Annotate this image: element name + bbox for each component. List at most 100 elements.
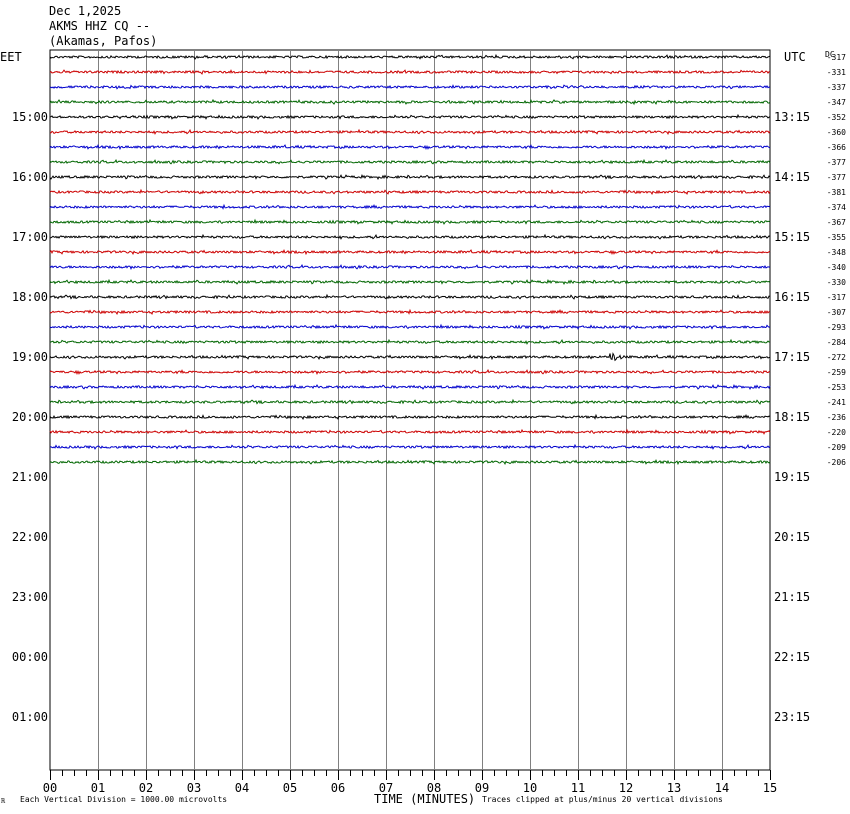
utc-hour-label: 15:15 — [774, 230, 810, 244]
utc-hour-label: 14:15 — [774, 170, 810, 184]
eet-hour-label: 17:00 — [12, 230, 48, 244]
trace-line — [49, 113, 771, 120]
dc-column-label: DC — [825, 50, 835, 59]
utc-hour-label: 20:15 — [774, 530, 810, 544]
station-location: (Akamas, Pafos) — [49, 34, 158, 48]
dc-offset-label: -377 — [827, 173, 846, 182]
dc-offset-label: -293 — [827, 323, 846, 332]
trace-line — [49, 173, 771, 180]
utc-hour-label: 22:15 — [774, 650, 810, 664]
x-tick-label: 01 — [91, 781, 105, 795]
x-tick-label: 07 — [379, 781, 393, 795]
trace-line — [49, 428, 771, 435]
eet-hour-label: 01:00 — [12, 710, 48, 724]
eet-hour-label: 22:00 — [12, 530, 48, 544]
eet-hour-label: 20:00 — [12, 410, 48, 424]
dc-offset-label: -347 — [827, 98, 846, 107]
x-axis: 00 01 02 03 04 05 06 07 08 09 10 11 12 13 14 15 — [43, 770, 777, 795]
utc-hour-label: 13:15 — [774, 110, 810, 124]
dc-offset-label: -352 — [827, 113, 846, 122]
trace-line — [49, 98, 771, 106]
dc-offset-label: -259 — [827, 368, 846, 377]
utc-hour-label: 19:15 — [774, 470, 810, 484]
dc-offset-label: -206 — [827, 458, 846, 467]
trace-line — [49, 53, 771, 60]
dc-offset-label: -330 — [827, 278, 846, 287]
dc-offset-label: -220 — [827, 428, 846, 437]
utc-hour-labels: 13:15 14:15 15:15 16:15 17:15 18:15 19:15 20:15… — [774, 110, 810, 724]
station-code: AKMS HHZ CQ -- — [49, 19, 151, 33]
trace-line — [49, 338, 771, 345]
trace-line — [49, 203, 771, 210]
chart-date: Dec 1,2025 — [49, 4, 122, 18]
clip-note: Traces clipped at plus/minus 20 vertical… — [482, 795, 723, 804]
dc-offset-label: -348 — [827, 248, 846, 257]
x-tick-label: 08 — [427, 781, 441, 795]
x-tick-label: 06 — [331, 781, 345, 795]
x-tick-label: 05 — [283, 781, 297, 795]
trace-line — [49, 293, 771, 300]
trace-line — [49, 158, 771, 165]
left-timezone-label: EET — [0, 50, 22, 64]
dc-offset-label: -355 — [827, 233, 846, 242]
x-tick-label: 04 — [235, 781, 249, 795]
trace-line — [49, 383, 771, 390]
dc-offset-label: -253 — [827, 383, 846, 392]
trace-line — [49, 443, 771, 450]
trace-line — [49, 368, 771, 376]
eet-hour-label: 00:00 — [12, 650, 48, 664]
utc-hour-label: 18:15 — [774, 410, 810, 424]
dc-offset-label: -381 — [827, 188, 846, 197]
trace-line — [49, 263, 771, 270]
dc-offset-labels: -317 -331 -337 -347 -352 -360 -366 -377 -377 -381… — [827, 53, 846, 467]
vertical-scale-note: Each Vertical Division = 1000.00 microvo… — [20, 795, 228, 804]
x-tick-label: 09 — [475, 781, 489, 795]
dc-offset-label: -317 — [827, 53, 846, 62]
dc-offset-label: -236 — [827, 413, 846, 422]
trace-line — [49, 218, 771, 225]
dc-offset-label: -317 — [827, 293, 846, 302]
right-timezone-label: UTC — [784, 50, 806, 64]
trace-line — [49, 69, 770, 75]
trace-line — [49, 128, 771, 136]
dc-offset-label: -374 — [827, 203, 846, 212]
minute-grid — [49, 49, 771, 771]
utc-hour-label: 17:15 — [774, 350, 810, 364]
x-tick-label: 03 — [187, 781, 201, 795]
utc-hour-label: 21:15 — [774, 590, 810, 604]
dc-offset-label: -367 — [827, 218, 846, 227]
trace-line — [49, 249, 771, 256]
trace-line — [49, 144, 771, 151]
x-tick-label: 10 — [523, 781, 537, 795]
utc-hour-label: 16:15 — [774, 290, 810, 304]
x-tick-label: 00 — [43, 781, 57, 795]
x-axis-title: TIME (MINUTES) — [374, 792, 476, 806]
trace-line — [49, 188, 771, 195]
dc-offset-label: -284 — [827, 338, 846, 347]
eet-hour-label: 21:00 — [12, 470, 48, 484]
trace-line — [49, 308, 770, 315]
dc-offset-label: -331 — [827, 68, 846, 77]
dc-offset-label: -307 — [827, 308, 846, 317]
x-tick-label: 11 — [571, 781, 585, 795]
dc-offset-label: -272 — [827, 353, 846, 362]
trace-line — [49, 458, 771, 466]
x-tick-label: 02 — [139, 781, 153, 795]
eet-hour-label: 16:00 — [12, 170, 48, 184]
trace-line — [49, 233, 771, 240]
dc-offset-label: -360 — [827, 128, 846, 137]
utc-hour-label: 23:15 — [774, 710, 810, 724]
x-tick-label: 14 — [715, 781, 729, 795]
trace-line — [49, 278, 771, 285]
eet-hour-label: 18:00 — [12, 290, 48, 304]
x-tick-label: 15 — [763, 781, 777, 795]
x-tick-label: 12 — [619, 781, 633, 795]
eet-hour-label: 19:00 — [12, 350, 48, 364]
eet-hour-label: 15:00 — [12, 110, 48, 124]
dc-offset-label: -337 — [827, 83, 846, 92]
trace-line — [49, 413, 771, 420]
trace-line — [49, 398, 771, 405]
eet-hour-label: 23:00 — [12, 590, 48, 604]
dc-offset-label: -366 — [827, 143, 846, 152]
